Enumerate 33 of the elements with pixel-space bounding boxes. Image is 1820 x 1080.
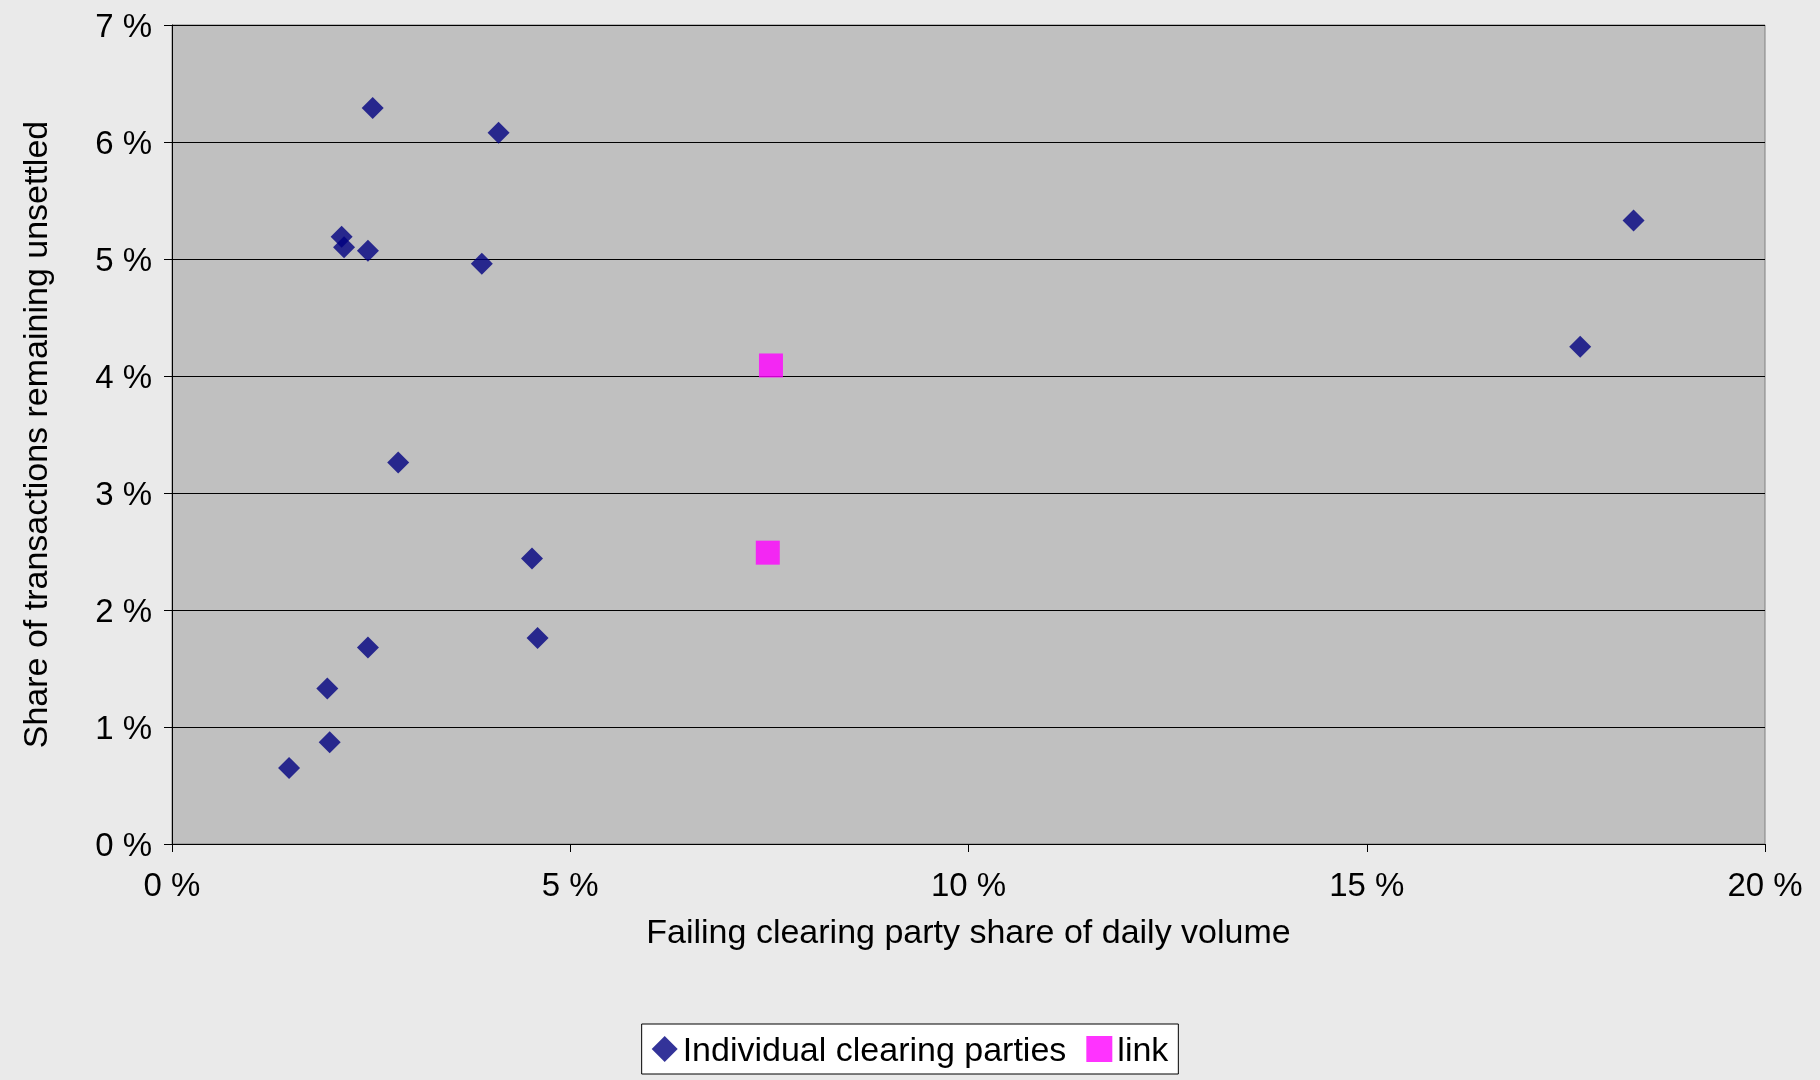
- x-tick-label: 15 %: [1329, 866, 1405, 903]
- y-axis-title: Share of transactions remaining unsettled: [16, 120, 54, 749]
- point: [755, 540, 780, 565]
- point: [1622, 209, 1645, 232]
- legend-label: Individual clearing parties: [682, 1030, 1067, 1068]
- x-axis-title: Failing clearing party share of daily volume: [646, 912, 1291, 950]
- point: [387, 451, 410, 474]
- y-tick-label: 6 %: [95, 123, 152, 161]
- legend-label: link: [1117, 1030, 1170, 1068]
- point: [356, 239, 379, 262]
- x-tick-label: 10 %: [930, 866, 1007, 903]
- y-tick-label: 3 %: [95, 474, 152, 512]
- y-tick-label: 0 %: [95, 825, 152, 863]
- point: [278, 756, 301, 779]
- point: [333, 236, 356, 259]
- point: [487, 121, 510, 144]
- point: [1569, 335, 1592, 358]
- y-tick-label: 2 %: [95, 591, 152, 629]
- point: [318, 731, 341, 754]
- point: [470, 252, 493, 275]
- x-tick-label: 0 %: [143, 866, 201, 903]
- point: [758, 353, 783, 378]
- y-tick-label: 4 %: [95, 357, 152, 395]
- x-tick-label: 20 %: [1727, 866, 1803, 903]
- point: [356, 636, 379, 659]
- point: [526, 627, 549, 650]
- point: [521, 547, 544, 570]
- y-tick-label: 5 %: [95, 240, 152, 278]
- y-tick-label: 7 %: [95, 6, 152, 44]
- y-tick-label: 1 %: [95, 708, 152, 746]
- x-tick-label: 5 %: [541, 866, 599, 903]
- point: [361, 97, 384, 120]
- point: [316, 677, 339, 700]
